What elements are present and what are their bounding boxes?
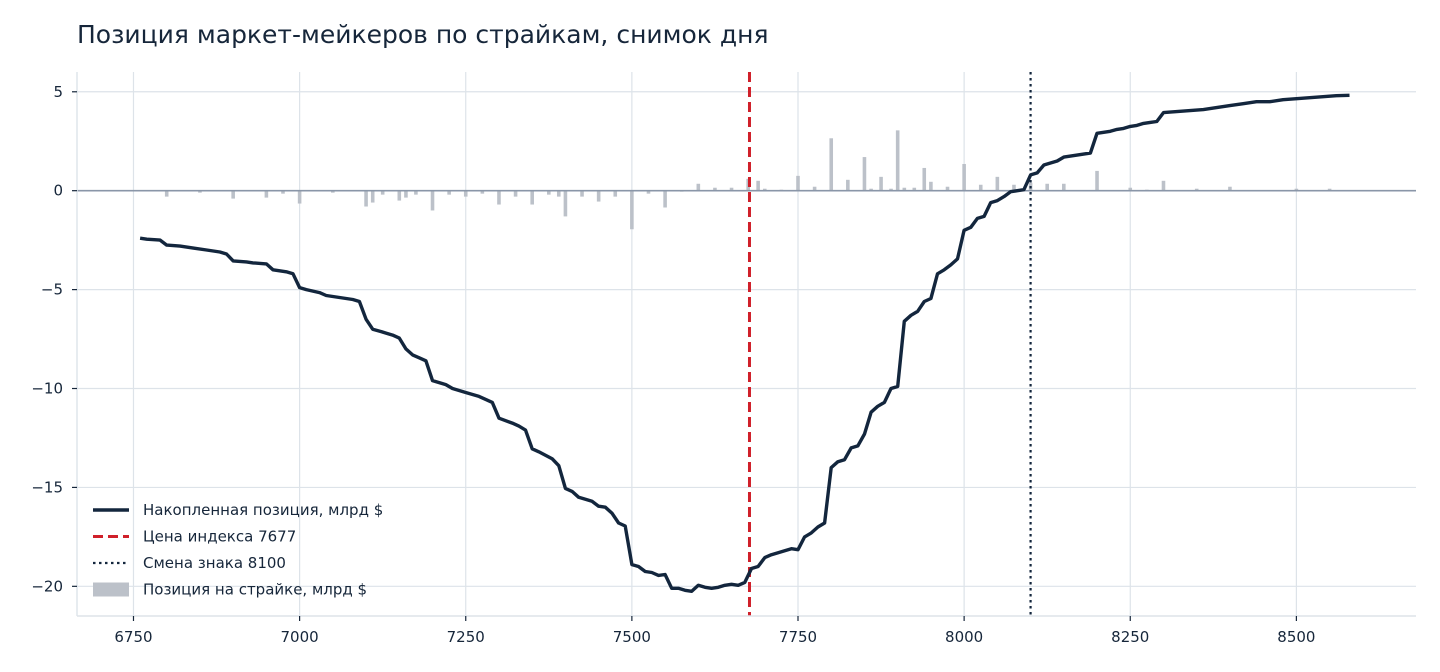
- legend-swatch-bars: [93, 582, 129, 597]
- x-tick-label: 7250: [447, 628, 485, 646]
- strike-bar: [1194, 188, 1199, 191]
- strike-bar: [663, 190, 667, 208]
- strike-bar: [547, 190, 551, 195]
- strike-bar: [978, 184, 983, 191]
- strike-bar: [613, 190, 618, 197]
- strike-bar: [596, 190, 601, 202]
- y-tick-label: 5: [53, 83, 63, 101]
- strike-bar: [231, 190, 235, 199]
- strike-bar: [331, 190, 335, 193]
- legend-label: Накопленная позиция, млрд $: [143, 501, 383, 519]
- x-tick-label: 8250: [1111, 628, 1149, 646]
- strike-bar: [1294, 188, 1299, 191]
- strike-bar: [796, 175, 800, 191]
- strike-bar: [962, 163, 966, 191]
- strike-bar: [889, 188, 893, 191]
- strike-bar: [281, 190, 285, 194]
- y-tick-label: −20: [31, 577, 63, 595]
- strike-bar: [945, 186, 950, 191]
- strike-bar: [370, 190, 375, 203]
- strike-bar: [447, 190, 451, 195]
- strike-bar: [862, 157, 867, 191]
- strike-bar: [480, 190, 485, 194]
- y-tick-label: −15: [31, 478, 63, 496]
- strike-bar: [1012, 184, 1016, 191]
- strike-bar: [879, 176, 883, 191]
- strike-bar: [264, 190, 269, 198]
- x-tick-label: 8000: [945, 628, 983, 646]
- strike-bar: [1062, 183, 1066, 191]
- strike-bar: [430, 190, 435, 211]
- strike-bar: [497, 190, 501, 205]
- strike-bar: [912, 187, 917, 191]
- strike-bar: [630, 190, 634, 230]
- strike-bar: [902, 187, 907, 191]
- strike-bar: [198, 190, 202, 193]
- x-tick-label: 8500: [1277, 628, 1315, 646]
- strike-bar: [364, 190, 368, 207]
- strike-bar: [297, 190, 302, 204]
- strike-bar: [563, 190, 568, 217]
- strike-bar: [846, 179, 850, 191]
- strike-bar: [580, 190, 584, 197]
- strike-bar: [1161, 180, 1166, 191]
- strike-bar: [1327, 188, 1332, 191]
- strike-bar: [414, 190, 418, 195]
- strike-bar: [380, 190, 385, 195]
- strike-bar: [463, 190, 468, 197]
- strike-bar: [929, 181, 933, 191]
- strike-bar: [729, 187, 734, 191]
- strike-bar: [995, 176, 1000, 191]
- strike-bar: [1045, 183, 1049, 191]
- legend-label: Цена индекса 7677: [143, 528, 296, 546]
- strike-bar: [756, 180, 760, 191]
- strike-bar: [397, 190, 402, 201]
- strike-bar: [1095, 170, 1099, 191]
- strike-bar: [513, 190, 518, 197]
- y-tick-label: −10: [31, 380, 63, 398]
- strike-bar: [812, 186, 817, 191]
- x-tick-label: 7750: [779, 628, 817, 646]
- strike-bar: [404, 190, 408, 198]
- strike-bar: [646, 190, 651, 194]
- strike-bar: [895, 130, 900, 191]
- cumulative-position-line: [139, 93, 1350, 593]
- strike-bar: [713, 187, 717, 191]
- strike-bar: [530, 190, 534, 205]
- strike-bar: [922, 167, 927, 191]
- x-tick-label: 7500: [613, 628, 651, 646]
- strike-bar: [556, 190, 561, 197]
- legend-label: Смена знака 8100: [143, 554, 286, 572]
- legend-label: Позиция на страйке, млрд $: [143, 581, 367, 599]
- x-tick-label: 7000: [281, 628, 319, 646]
- strike-bar: [762, 188, 767, 191]
- y-tick-label: 0: [53, 182, 63, 200]
- y-tick-label: −5: [41, 281, 63, 299]
- strike-bar: [1128, 187, 1133, 191]
- chart-title: Позиция маркет-мейкеров по страйкам, сни…: [77, 20, 769, 49]
- x-tick-label: 6750: [114, 628, 152, 646]
- strike-bar: [869, 188, 873, 191]
- strike-bar: [696, 183, 701, 191]
- strike-bar: [829, 138, 834, 191]
- strike-bar: [1228, 186, 1232, 191]
- strike-bar: [164, 190, 169, 197]
